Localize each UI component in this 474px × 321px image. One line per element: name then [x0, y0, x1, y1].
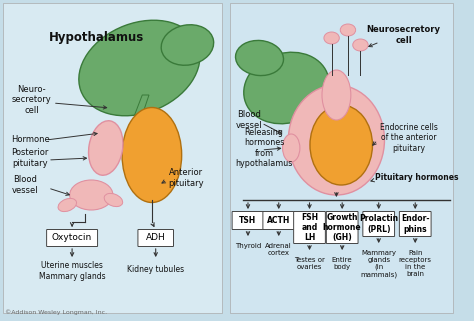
Text: Releasing
hormones
from
hypothalamus: Releasing hormones from hypothalamus: [236, 128, 293, 168]
Bar: [3, 3, 222, 313]
Text: Thyroid: Thyroid: [235, 243, 261, 249]
FancyBboxPatch shape: [363, 212, 394, 237]
Text: FSH
and
LH: FSH and LH: [301, 213, 318, 242]
Text: Blood
vessel: Blood vessel: [236, 110, 262, 130]
Text: Pituitary hormones: Pituitary hormones: [375, 173, 458, 183]
Ellipse shape: [161, 25, 214, 65]
FancyBboxPatch shape: [326, 212, 358, 244]
Text: Uterine muscles
Mammary glands: Uterine muscles Mammary glands: [39, 261, 105, 281]
Text: Prolactin
(PRL): Prolactin (PRL): [359, 214, 398, 234]
Text: Growth
hormone
(GH): Growth hormone (GH): [323, 213, 362, 242]
Ellipse shape: [79, 20, 200, 116]
Ellipse shape: [283, 134, 300, 162]
Ellipse shape: [288, 85, 384, 195]
Ellipse shape: [244, 52, 329, 124]
Text: ©Addison Wesley Longman, Inc.: ©Addison Wesley Longman, Inc.: [5, 309, 107, 315]
Ellipse shape: [122, 108, 182, 203]
Text: ADH: ADH: [146, 233, 165, 242]
Bar: [230, 3, 453, 313]
Ellipse shape: [58, 198, 76, 212]
FancyBboxPatch shape: [400, 212, 431, 237]
Text: Hormone: Hormone: [11, 135, 50, 144]
Ellipse shape: [89, 121, 123, 175]
Text: Testes or
ovaries: Testes or ovaries: [294, 257, 325, 270]
Ellipse shape: [70, 180, 113, 210]
Text: Anterior
pituitary: Anterior pituitary: [168, 168, 204, 188]
Text: ACTH: ACTH: [267, 216, 291, 225]
Text: Pain
receptors
in the
brain: Pain receptors in the brain: [399, 250, 432, 277]
Text: Entire
body: Entire body: [332, 257, 353, 270]
Ellipse shape: [322, 70, 351, 120]
Text: Blood
vessel: Blood vessel: [11, 175, 38, 195]
Ellipse shape: [353, 39, 368, 51]
FancyBboxPatch shape: [232, 212, 264, 230]
Text: TSH: TSH: [239, 216, 256, 225]
Text: Endocrine cells
of the anterior
pituitary: Endocrine cells of the anterior pituitar…: [380, 123, 438, 153]
Text: Kidney tubules: Kidney tubules: [127, 265, 184, 274]
FancyBboxPatch shape: [138, 230, 173, 247]
Ellipse shape: [236, 40, 283, 75]
Text: Hypothalamus: Hypothalamus: [48, 31, 144, 45]
Ellipse shape: [340, 24, 356, 36]
FancyBboxPatch shape: [46, 230, 98, 247]
Text: Neuro-
secretory
cell: Neuro- secretory cell: [11, 85, 51, 115]
Text: Mammary
glands
(in
mammals): Mammary glands (in mammals): [360, 250, 397, 278]
Text: Oxytocin: Oxytocin: [52, 233, 92, 242]
Polygon shape: [135, 95, 149, 115]
Text: Posterior
pituitary: Posterior pituitary: [11, 148, 49, 168]
FancyBboxPatch shape: [263, 212, 295, 230]
Text: Endor-
phins: Endor- phins: [401, 214, 429, 234]
Text: Neurosecretory
cell: Neurosecretory cell: [367, 25, 441, 45]
Ellipse shape: [324, 32, 339, 44]
Text: Adrenal
cortex: Adrenal cortex: [265, 243, 292, 256]
Ellipse shape: [310, 105, 373, 185]
Ellipse shape: [104, 194, 123, 207]
FancyBboxPatch shape: [293, 212, 325, 244]
